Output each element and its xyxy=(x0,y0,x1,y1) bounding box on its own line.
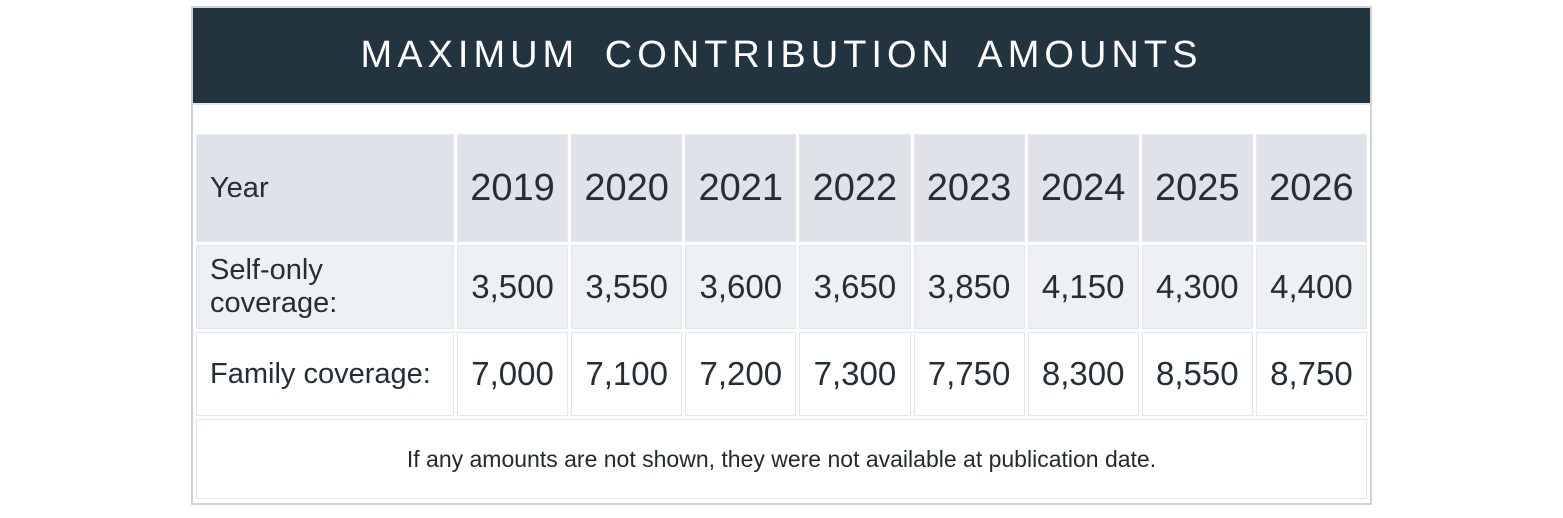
cell-value: 3,850 xyxy=(913,245,1025,329)
cell-value: 7,300 xyxy=(799,332,911,416)
table-row-self-only: Self-only coverage: 3,500 3,550 3,600 3,… xyxy=(196,245,1367,329)
cell-value: 7,000 xyxy=(457,332,569,416)
header-year-label: Year xyxy=(196,134,454,242)
header-year-2023: 2023 xyxy=(913,134,1025,242)
table-title-bar: MAXIMUM CONTRIBUTION AMOUNTS xyxy=(193,8,1370,105)
header-year-2019: 2019 xyxy=(457,134,569,242)
table-footnote: If any amounts are not shown, they were … xyxy=(196,419,1367,499)
header-year-2021: 2021 xyxy=(685,134,797,242)
row-label-self-only: Self-only coverage: xyxy=(196,245,454,329)
header-year-2024: 2024 xyxy=(1027,134,1139,242)
header-year-2026: 2026 xyxy=(1255,134,1367,242)
cell-value: 3,600 xyxy=(685,245,797,329)
cell-value: 3,650 xyxy=(799,245,911,329)
table-footnote-row: If any amounts are not shown, they were … xyxy=(196,419,1367,499)
table-header-row: Year 2019 2020 2021 2022 2023 2024 2025 … xyxy=(196,134,1367,242)
cell-value: 8,300 xyxy=(1027,332,1139,416)
cell-value: 4,300 xyxy=(1141,245,1253,329)
cell-value: 7,200 xyxy=(685,332,797,416)
cell-value: 3,550 xyxy=(571,245,683,329)
contribution-table-panel: MAXIMUM CONTRIBUTION AMOUNTS Year 2019 2… xyxy=(191,6,1372,505)
row-label-family: Family coverage: xyxy=(196,332,454,416)
cell-value: 4,400 xyxy=(1255,245,1367,329)
cell-value: 8,750 xyxy=(1255,332,1367,416)
table-title: MAXIMUM CONTRIBUTION AMOUNTS xyxy=(360,34,1203,76)
cell-value: 7,100 xyxy=(571,332,683,416)
cell-value: 3,500 xyxy=(457,245,569,329)
cell-value: 4,150 xyxy=(1027,245,1139,329)
contribution-table: Year 2019 2020 2021 2022 2023 2024 2025 … xyxy=(193,131,1370,502)
cell-value: 8,550 xyxy=(1141,332,1253,416)
cell-value: 7,750 xyxy=(913,332,1025,416)
header-year-2025: 2025 xyxy=(1141,134,1253,242)
title-spacer xyxy=(193,105,1370,131)
header-year-2022: 2022 xyxy=(799,134,911,242)
table-row-family: Family coverage: 7,000 7,100 7,200 7,300… xyxy=(196,332,1367,416)
header-year-2020: 2020 xyxy=(571,134,683,242)
